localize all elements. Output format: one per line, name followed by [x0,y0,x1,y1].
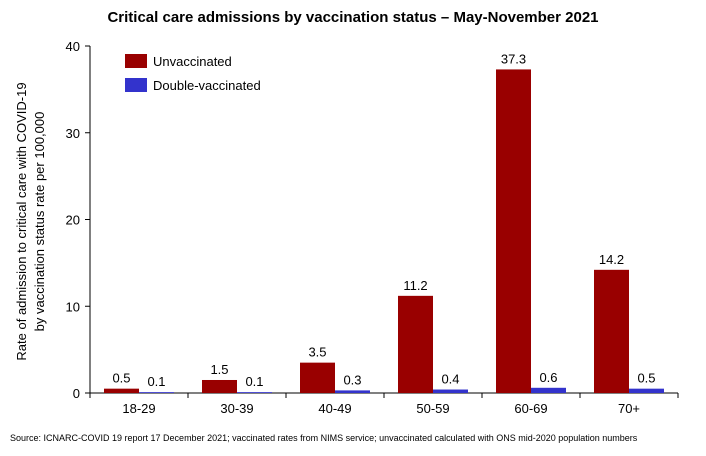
chart-title: Critical care admissions by vaccination … [107,9,598,26]
legend-swatch [125,78,147,92]
bar-unvaccinated [202,379,237,393]
legend-label: Unvaccinated [153,54,232,69]
data-label: 0.4 [441,372,459,387]
data-label: 37.3 [501,51,526,66]
data-label: 11.2 [403,278,427,293]
bar-double-vaccinated [629,388,664,393]
bar-double-vaccinated [237,392,272,393]
x-tick-label: 50-59 [416,401,449,416]
y-ticks: 0 10 20 30 40 [66,39,90,401]
y-tick-label: 30 [66,126,80,141]
bar-double-vaccinated [139,392,174,393]
axes [89,46,678,394]
x-tick-label: 30-39 [220,401,253,416]
legend-swatch [125,54,147,68]
bars [104,69,664,394]
bar-unvaccinated [104,388,139,393]
bar-double-vaccinated [335,390,370,393]
bar-unvaccinated [300,362,335,393]
bar-unvaccinated [594,269,629,393]
data-label: 0.3 [343,372,361,387]
x-tick-label: 70+ [618,401,640,416]
bar-double-vaccinated [433,389,468,393]
x-tick-label: 60-69 [514,401,547,416]
data-label: 0.1 [147,374,165,389]
y-tick-label: 40 [66,39,80,54]
bar-unvaccinated [398,295,433,393]
data-label: 0.5 [112,371,130,386]
y-axis-label-line: by vaccination status rate per 100,000 [32,112,47,332]
legend-label: Double-vaccinated [153,78,261,93]
y-tick-label: 20 [66,213,80,228]
y-tick-label: 0 [73,386,80,401]
x-tick-label: 18-29 [122,401,155,416]
data-label: 3.5 [308,345,326,360]
data-label: 0.5 [637,371,655,386]
y-axis-label-line: Rate of admission to critical care with … [14,82,29,360]
legend: Unvaccinated Double-vaccinated [125,54,261,93]
source-note: Source: ICNARC-COVID 19 report 17 Decemb… [10,433,638,443]
data-labels: 0.5 1.5 3.5 11.2 37.3 14.2 0.1 0.1 0.3 0.4 0.6 0.5 [112,51,655,389]
data-label: 14.2 [599,252,624,267]
data-label: 0.6 [539,370,557,385]
data-label: 1.5 [210,362,228,377]
x-ticks: 18-29 30-39 40-49 50-59 60-69 70+ [89,393,679,416]
y-axis-label: Rate of admission to critical care with … [14,82,47,360]
bar-unvaccinated [496,69,531,394]
x-tick-label: 40-49 [318,401,351,416]
data-label: 0.1 [245,374,263,389]
y-tick-label: 10 [66,299,80,314]
bar-double-vaccinated [531,387,566,393]
